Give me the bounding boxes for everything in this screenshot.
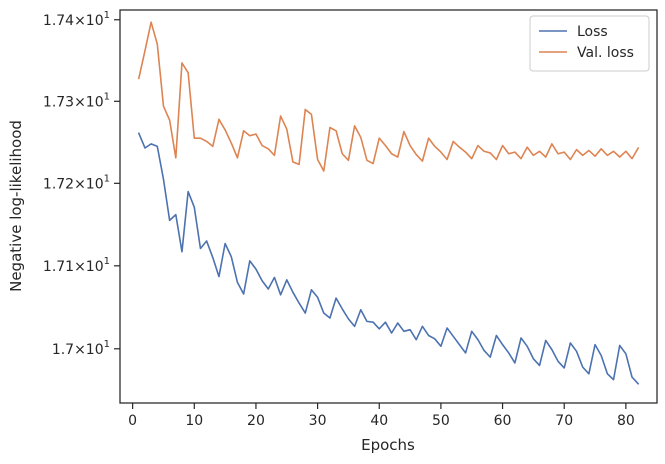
x-tick-label: 70: [555, 413, 573, 429]
series-line-loss: [138, 132, 640, 385]
series-lines: [138, 21, 640, 385]
series-line-val-loss: [138, 21, 640, 172]
y-tick-label: 1.74×101: [43, 10, 110, 29]
plot-frame: [119, 9, 658, 404]
x-tick-label: 80: [617, 413, 635, 429]
legend-label-val-loss: Val. loss: [577, 45, 634, 61]
y-tick-label: 1.7×101: [52, 339, 110, 358]
legend: Loss Val. loss: [529, 15, 650, 72]
x-tick-label: 0: [128, 413, 137, 429]
x-tick-label: 20: [247, 413, 265, 429]
axis-ticks: 0 10 20 30 40 50 60 70 80 1.7×101 1.71×101 1.72×101…: [43, 10, 635, 429]
legend-box: [529, 15, 650, 72]
x-tick-label: 60: [494, 413, 512, 429]
x-tick-label: 30: [309, 413, 327, 429]
y-tick-label: 1.73×101: [43, 91, 110, 110]
x-tick-label: 40: [370, 413, 388, 429]
x-tick-label: 50: [432, 413, 450, 429]
y-tick-label: 1.72×101: [43, 173, 110, 192]
x-tick-label: 10: [185, 413, 203, 429]
x-axis-title: Epochs: [361, 436, 415, 454]
y-tick-label: 1.71×101: [43, 256, 110, 275]
y-axis-title: Negative log-likelihood: [7, 120, 25, 292]
legend-label-loss: Loss: [577, 24, 608, 40]
